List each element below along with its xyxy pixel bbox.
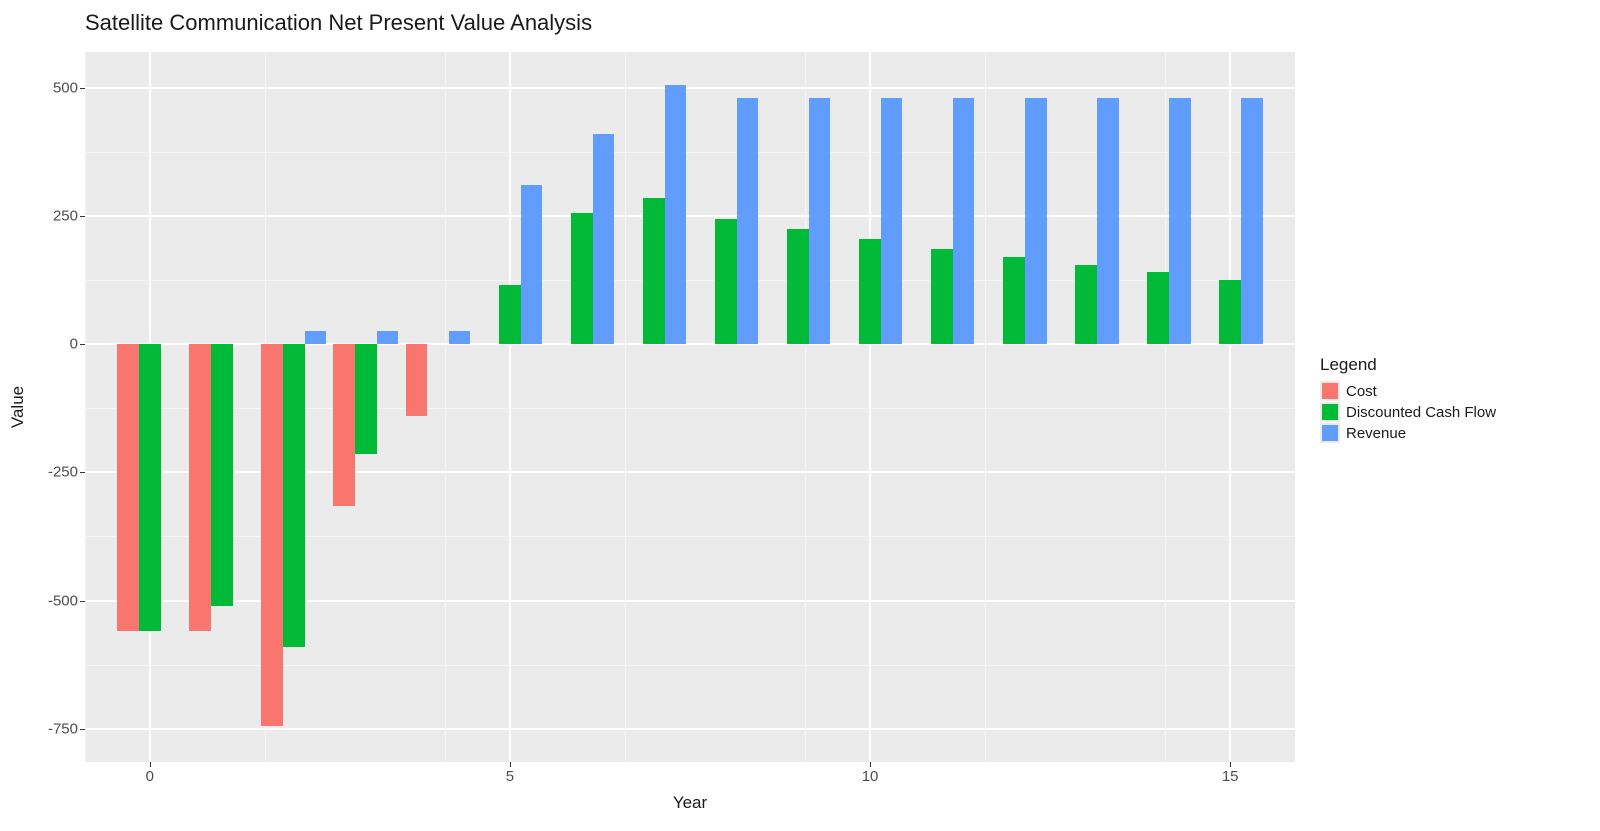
x-tick-label: 0	[146, 768, 154, 785]
bar-revenue	[1097, 98, 1119, 344]
bar-discounted-cash-flow	[931, 249, 953, 344]
legend-label: Revenue	[1346, 425, 1406, 442]
x-tick-label: 10	[862, 768, 879, 785]
x-tick-label: 15	[1222, 768, 1239, 785]
legend-swatch	[1322, 383, 1338, 399]
legend-key	[1320, 402, 1340, 422]
chart-container: Satellite Communication Net Present Valu…	[0, 0, 1600, 831]
bar-discounted-cash-flow	[1147, 272, 1169, 344]
bar-discounted-cash-flow	[211, 344, 233, 605]
legend-item: Cost	[1320, 381, 1496, 401]
y-tick-label: -250	[8, 464, 78, 481]
bar-revenue	[953, 98, 975, 344]
y-tick-mark	[80, 729, 85, 730]
legend-label: Discounted Cash Flow	[1346, 404, 1496, 421]
grid-major-v	[509, 52, 511, 762]
grid-major-v	[1229, 52, 1231, 762]
chart-title: Satellite Communication Net Present Valu…	[85, 10, 592, 36]
grid-minor-v	[445, 52, 446, 762]
bar-discounted-cash-flow	[139, 344, 161, 631]
grid-major-v	[869, 52, 871, 762]
bar-revenue	[449, 331, 471, 344]
bar-revenue	[1025, 98, 1047, 344]
bar-discounted-cash-flow	[643, 198, 665, 344]
bar-cost	[189, 344, 211, 631]
bar-discounted-cash-flow	[571, 213, 593, 344]
bar-revenue	[1169, 98, 1191, 344]
grid-major-h	[85, 728, 1295, 730]
y-tick-label: 250	[8, 208, 78, 225]
grid-minor-v	[985, 52, 986, 762]
bar-discounted-cash-flow	[283, 344, 305, 646]
grid-minor-v	[1165, 52, 1166, 762]
bar-revenue	[1241, 98, 1263, 344]
bar-revenue	[665, 85, 687, 344]
x-tick-mark	[150, 762, 151, 767]
x-tick-mark	[870, 762, 871, 767]
bar-cost	[261, 344, 283, 726]
y-tick-mark	[80, 88, 85, 89]
bar-discounted-cash-flow	[715, 219, 737, 345]
y-tick-mark	[80, 472, 85, 473]
legend-label: Cost	[1346, 383, 1377, 400]
legend-key	[1320, 381, 1340, 401]
y-tick-mark	[80, 216, 85, 217]
legend-swatch	[1322, 404, 1338, 420]
bar-revenue	[737, 98, 759, 344]
legend-title: Legend	[1320, 355, 1496, 375]
y-tick-label: -750	[8, 720, 78, 737]
bar-discounted-cash-flow	[355, 344, 377, 454]
plot-panel	[85, 52, 1295, 762]
grid-minor-v	[625, 52, 626, 762]
x-tick-label: 5	[506, 768, 514, 785]
legend-item: Revenue	[1320, 423, 1496, 443]
bar-revenue	[305, 331, 327, 344]
bar-cost	[406, 344, 428, 416]
x-tick-mark	[510, 762, 511, 767]
bar-discounted-cash-flow	[1219, 280, 1241, 344]
legend-swatch	[1322, 425, 1338, 441]
bar-discounted-cash-flow	[1075, 265, 1097, 344]
bar-revenue	[809, 98, 831, 344]
y-tick-label: -500	[8, 592, 78, 609]
bar-discounted-cash-flow	[499, 285, 521, 344]
bar-revenue	[377, 331, 399, 344]
grid-major-h	[85, 87, 1295, 89]
legend-key	[1320, 423, 1340, 443]
bar-revenue	[881, 98, 903, 344]
y-tick-label: 0	[8, 336, 78, 353]
y-axis-title: Value	[8, 386, 28, 428]
bar-cost	[117, 344, 139, 631]
bar-cost	[333, 344, 355, 505]
bar-discounted-cash-flow	[1003, 257, 1025, 344]
bar-discounted-cash-flow	[787, 229, 809, 344]
bar-revenue	[593, 134, 615, 344]
y-tick-label: 500	[8, 79, 78, 96]
y-tick-mark	[80, 344, 85, 345]
bar-discounted-cash-flow	[859, 239, 881, 344]
grid-minor-v	[85, 52, 86, 762]
bar-revenue	[521, 185, 543, 344]
legend-item: Discounted Cash Flow	[1320, 402, 1496, 422]
x-tick-mark	[1230, 762, 1231, 767]
grid-minor-v	[805, 52, 806, 762]
legend: Legend Cost Discounted Cash Flow Revenue	[1320, 355, 1496, 444]
x-axis-title: Year	[673, 793, 707, 813]
y-tick-mark	[80, 601, 85, 602]
